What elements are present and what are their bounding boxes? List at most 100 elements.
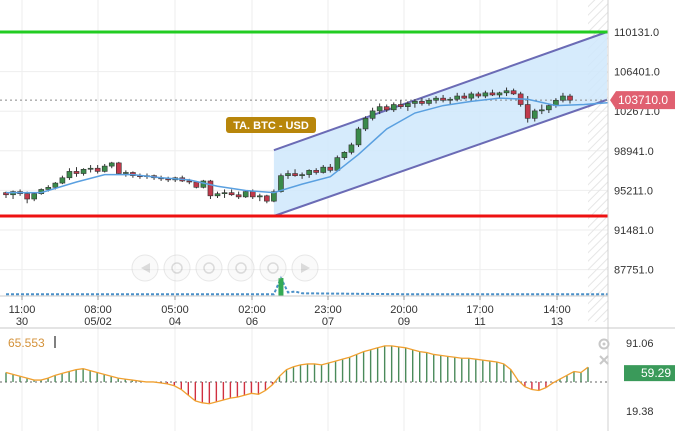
close-pane-icon[interactable]: [599, 355, 609, 365]
candle-body: [306, 170, 312, 175]
candle: [369, 107, 376, 121]
candle: [116, 161, 122, 175]
trend-channel-fill: [273, 32, 607, 216]
candle: [524, 96, 531, 123]
candle-body: [419, 101, 425, 104]
candle-body: [80, 168, 87, 174]
candle: [567, 93, 573, 104]
candle-body: [482, 92, 489, 97]
candle-body: [66, 171, 73, 179]
price-tick-label: 87751.0: [614, 265, 654, 277]
candle: [285, 170, 291, 179]
time-tick-date: 13: [551, 316, 563, 328]
candle-body: [454, 95, 461, 100]
candle-body: [31, 193, 38, 200]
candle: [496, 91, 503, 99]
candle: [355, 126, 362, 147]
annotation-label[interactable]: TA. BTC - USD: [226, 117, 316, 133]
candle: [419, 98, 425, 106]
candle-body: [94, 167, 101, 172]
candle-body: [292, 173, 298, 176]
candle-body: [285, 173, 291, 176]
candle: [426, 98, 432, 106]
settings-icon[interactable]: [598, 338, 610, 350]
candle-body: [412, 101, 418, 104]
candle-body: [101, 165, 108, 172]
candle-body: [538, 109, 545, 112]
candle: [271, 189, 277, 203]
current-price-badge: 103710.0: [610, 91, 675, 110]
candle-body: [524, 104, 531, 119]
candle: [489, 89, 496, 97]
candle: [66, 168, 73, 180]
candle: [207, 179, 214, 200]
candle: [362, 116, 369, 132]
candle-body: [390, 104, 397, 111]
candle: [348, 142, 355, 155]
time-tick-date: 06: [246, 316, 258, 328]
candle-body: [313, 170, 320, 173]
candle-body: [405, 103, 411, 107]
candle-body: [546, 105, 552, 111]
candle-body: [207, 180, 214, 197]
candle-body: [468, 93, 475, 99]
candle: [242, 190, 249, 198]
candle-body: [496, 92, 503, 96]
candle: [80, 168, 87, 176]
oscillator-line: [5, 345, 589, 405]
nav-button: [227, 254, 255, 282]
candle: [503, 87, 510, 97]
candle: [228, 189, 235, 196]
candle: [390, 102, 397, 112]
candle-body: [426, 99, 432, 104]
time-tick-time: 20:00: [390, 304, 418, 316]
trend-channel-lower-line[interactable]: [273, 98, 608, 217]
candle: [306, 169, 312, 178]
price-axis: 110131.0 106401.0 102671.0 98941.0 95211.0 91…: [614, 27, 660, 277]
oscillator-axis: 91.06 19.38: [626, 338, 654, 418]
candle: [341, 151, 348, 160]
annotation-text: TA. BTC - USD: [233, 120, 309, 132]
candle-body: [214, 193, 221, 197]
oscillator-pane: [0, 345, 608, 405]
candle-body: [278, 175, 284, 192]
candle-body: [87, 167, 94, 170]
time-tick-time: 02:00: [238, 304, 266, 316]
candle-body: [271, 191, 277, 202]
candle: [108, 161, 115, 169]
candle: [256, 193, 263, 202]
trend-channel-upper-line[interactable]: [273, 31, 608, 152]
oscillator-tick-label: 19.38: [626, 406, 654, 418]
candle: [214, 191, 221, 198]
zoom-icon: [203, 262, 215, 274]
candle: [433, 96, 439, 104]
moving-average-line: [6, 97, 613, 194]
candle: [468, 91, 475, 101]
candle-body: [45, 187, 52, 190]
time-tick-time: 05:00: [161, 304, 189, 316]
volume-bars: [6, 275, 613, 296]
time-tick-date: 30: [16, 316, 28, 328]
time-tick-time: 14:00: [543, 304, 571, 316]
nav-button: [259, 254, 287, 282]
zoom-icon: [235, 262, 247, 274]
candle: [59, 175, 66, 185]
candle: [447, 97, 453, 105]
candle-body: [510, 90, 517, 95]
nav-button: [131, 254, 159, 282]
candle: [531, 108, 538, 122]
candle-body: [567, 95, 573, 101]
candle-body: [242, 191, 249, 198]
candle-body: [447, 98, 453, 101]
nav-button: [195, 254, 223, 282]
candle: [383, 104, 390, 112]
candle: [320, 165, 327, 174]
candle: [546, 103, 552, 114]
candle: [94, 165, 101, 174]
navigation-controls[interactable]: [131, 254, 319, 282]
candle-body: [327, 166, 334, 171]
candle-body: [256, 195, 263, 198]
oscillator-current-text: 59.29: [641, 366, 671, 380]
oscillator-tick-label: 91.06: [626, 338, 654, 350]
